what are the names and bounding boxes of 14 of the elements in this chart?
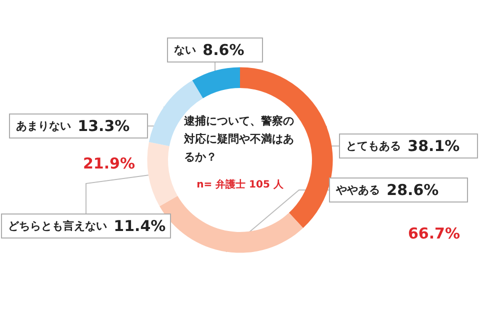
text: 21.9%: [82, 154, 135, 172]
data-label: 13.3%: [78, 117, 130, 135]
data-label: 8.6%: [202, 41, 244, 59]
data-label: 11.4%: [114, 217, 166, 235]
text: 66.7%: [408, 224, 460, 242]
slice-label: ない: [174, 44, 196, 56]
text: n= 弁護士 105 人: [196, 178, 284, 190]
data-label: 28.6%: [386, 181, 439, 199]
data-label: 38.1%: [408, 137, 460, 155]
slice-label: あまりない: [16, 120, 71, 132]
slice-label: どちらとも言えない: [8, 220, 107, 232]
slice-label: とてもある: [346, 140, 401, 152]
slice-label: ややある: [335, 184, 380, 196]
text: 逮捕について、警察の対応に疑問や不満はあるか？: [183, 114, 294, 164]
